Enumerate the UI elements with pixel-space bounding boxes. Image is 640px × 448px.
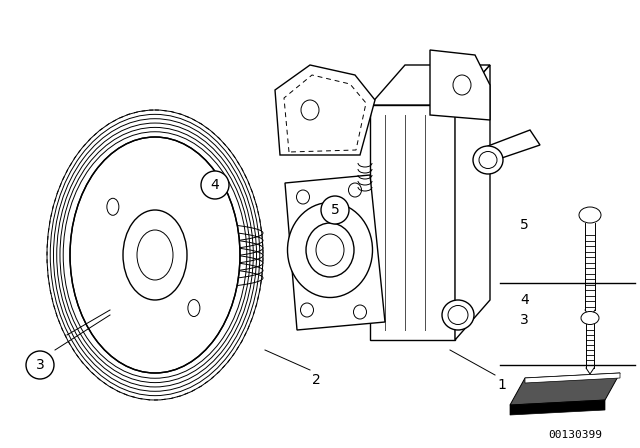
Ellipse shape — [442, 300, 474, 330]
Text: 3: 3 — [520, 313, 529, 327]
Ellipse shape — [349, 183, 362, 197]
Text: 1: 1 — [497, 378, 506, 392]
Circle shape — [321, 196, 349, 224]
Ellipse shape — [296, 190, 310, 204]
Ellipse shape — [453, 75, 471, 95]
Text: 5: 5 — [520, 218, 529, 232]
Circle shape — [26, 351, 54, 379]
Text: 4: 4 — [520, 293, 529, 307]
Text: 5: 5 — [331, 203, 339, 217]
Ellipse shape — [306, 223, 354, 277]
Polygon shape — [275, 65, 375, 155]
Ellipse shape — [579, 207, 601, 223]
Polygon shape — [285, 175, 385, 330]
Ellipse shape — [301, 100, 319, 120]
Bar — [370, 105, 455, 340]
Ellipse shape — [316, 234, 344, 266]
Polygon shape — [525, 373, 620, 383]
Ellipse shape — [188, 300, 200, 317]
Ellipse shape — [301, 303, 314, 317]
Polygon shape — [370, 65, 490, 105]
Ellipse shape — [473, 146, 503, 174]
Text: 2: 2 — [312, 373, 321, 387]
Text: 3: 3 — [36, 358, 44, 372]
Ellipse shape — [479, 151, 497, 168]
Ellipse shape — [137, 230, 173, 280]
Text: 00130399: 00130399 — [548, 430, 602, 440]
Text: 4: 4 — [211, 178, 220, 192]
Ellipse shape — [353, 305, 367, 319]
Polygon shape — [430, 50, 490, 120]
Polygon shape — [510, 373, 620, 405]
Ellipse shape — [448, 306, 468, 324]
Ellipse shape — [123, 210, 187, 300]
Polygon shape — [455, 65, 490, 340]
Polygon shape — [510, 400, 605, 415]
Ellipse shape — [581, 311, 599, 324]
Ellipse shape — [70, 137, 240, 373]
Polygon shape — [488, 130, 540, 162]
Circle shape — [201, 171, 229, 199]
Ellipse shape — [287, 202, 372, 297]
Ellipse shape — [107, 198, 119, 215]
